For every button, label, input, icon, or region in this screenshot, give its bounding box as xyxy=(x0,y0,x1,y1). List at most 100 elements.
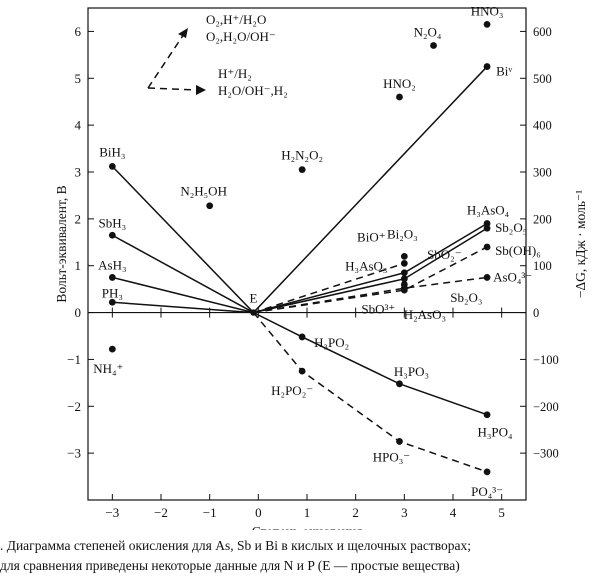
y-tick-label: 1 xyxy=(75,258,82,273)
right-tick-label: 100 xyxy=(533,259,552,273)
data-point xyxy=(108,274,116,281)
series-line-5 xyxy=(253,311,488,416)
x-tick-label: 0 xyxy=(255,505,262,520)
data-point xyxy=(430,42,437,49)
y-axis-label-right: −ΔG, кДж · моль⁻¹ xyxy=(573,190,588,298)
data-point xyxy=(108,231,116,239)
oxidation-state-diagram: −3 −2 −1 0 1 2 3 4 5 −3 −2 −1 0 1 2 3 4 5 6 −300 −200 −100 0 10… xyxy=(54,3,588,530)
point-label: H₃AsO₃ xyxy=(345,259,387,274)
origin-point xyxy=(250,309,257,316)
point-label: AsO₄³⁻ xyxy=(493,269,532,284)
legend-label: H⁺/H₂ xyxy=(218,66,252,81)
point-label: SbO₂⁻ xyxy=(427,247,462,262)
figure-caption: . Диаграмма степеней окисления для As, S… xyxy=(0,536,598,576)
data-point xyxy=(108,162,116,170)
data-point xyxy=(483,21,491,28)
x-tick-label: 4 xyxy=(450,505,457,520)
point-label: H₂N₂O₂ xyxy=(281,148,323,163)
point-label: SbH₃ xyxy=(99,215,127,230)
point-label: AsH₃ xyxy=(98,257,126,272)
point-label: Sb(OH)₆ xyxy=(495,243,541,258)
right-tick-label: 400 xyxy=(533,119,552,133)
data-point xyxy=(483,411,491,419)
x-tick-label: −1 xyxy=(203,505,217,520)
y-tick-label: 5 xyxy=(75,71,82,86)
data-point xyxy=(400,275,408,283)
data-point xyxy=(483,468,491,476)
data-point xyxy=(298,166,306,174)
series-line-3 xyxy=(112,222,488,314)
legend-label: O₂,H⁺/H₂O xyxy=(206,12,266,27)
y-tick-label: 2 xyxy=(75,211,82,226)
x-tick-label: 5 xyxy=(498,505,505,520)
series-line-9 xyxy=(252,312,488,473)
right-tick-label: −100 xyxy=(533,353,559,367)
data-point xyxy=(298,333,306,341)
y-tick-label: 6 xyxy=(75,24,82,39)
point-label: Sb₂O₅ xyxy=(495,220,527,235)
y-tick-label: 3 xyxy=(75,165,82,180)
legend-arrowhead-right xyxy=(196,85,206,95)
point-label: NH₄⁺ xyxy=(93,361,123,376)
x-tick-label: −2 xyxy=(154,505,168,520)
point-label: Biᵛ xyxy=(496,64,512,79)
data-point xyxy=(400,269,408,277)
legend-arrow-right xyxy=(147,87,199,91)
data-point xyxy=(396,93,403,101)
point-label: H₂AsO₃⁻ xyxy=(404,307,453,322)
y-tick-label: −1 xyxy=(67,352,81,367)
legend-label: O₂,H₂O/OH⁻ xyxy=(206,29,276,44)
right-tick-label: 200 xyxy=(533,212,552,226)
data-point xyxy=(396,438,403,445)
right-tick-label: 0 xyxy=(533,306,539,320)
legend-arrowhead-up xyxy=(178,28,188,38)
data-point xyxy=(483,243,491,251)
point-label: PO₄³⁻ xyxy=(471,484,503,499)
legend-label: H₂O/OH⁻,H₂ xyxy=(218,83,288,98)
data-point xyxy=(298,367,306,375)
x-tick-label: 2 xyxy=(352,505,359,520)
point-label: H₃PO₃ xyxy=(394,364,429,379)
point-label: PH₃ xyxy=(102,285,123,300)
data-point xyxy=(400,286,408,294)
data-point xyxy=(483,63,491,70)
y-tick-label: 4 xyxy=(75,118,82,133)
point-label: HNO₃ xyxy=(471,3,504,18)
y-axis-label-left: Вольт-эквивалент, В xyxy=(54,185,69,302)
data-point xyxy=(108,345,116,353)
data-point xyxy=(483,274,491,281)
point-label: Sb₂O₃ xyxy=(450,290,482,305)
point-label: BiH₃ xyxy=(99,144,125,159)
right-tick-label: 500 xyxy=(533,72,552,86)
legend-arrow-up xyxy=(147,33,185,89)
point-label: Bi₂O₃ xyxy=(387,226,418,241)
data-point xyxy=(108,298,116,306)
caption-line-1: . Диаграмма степеней окисления для As, S… xyxy=(0,538,472,553)
point-label: H₂PO₂⁻ xyxy=(271,383,313,398)
x-tick-label: 3 xyxy=(401,505,408,520)
series-line-8 xyxy=(253,262,405,314)
data-point xyxy=(396,380,403,388)
right-tick-label: −300 xyxy=(533,447,559,461)
point-label: H₃AsO₄ xyxy=(467,203,510,218)
data-point xyxy=(400,259,408,267)
right-tick-label: 300 xyxy=(533,166,552,180)
series-line-2 xyxy=(111,227,488,314)
x-tick-label: 1 xyxy=(304,505,311,520)
point-label: H₃PO₄ xyxy=(478,425,514,440)
y-tick-label: −2 xyxy=(67,399,81,414)
origin-label: E xyxy=(249,291,257,306)
right-tick-label: 600 xyxy=(533,25,552,39)
point-label: N₂H₅OH xyxy=(180,184,227,199)
series-line-4 xyxy=(112,301,254,314)
point-label: H₃PO₂ xyxy=(314,335,349,350)
x-axis-label: Степень окисления xyxy=(252,524,363,530)
x-tick-label: −3 xyxy=(105,505,119,520)
point-label: BiO⁺ xyxy=(357,229,386,244)
data-point xyxy=(483,220,491,227)
data-point xyxy=(400,252,408,260)
point-label: N₂O₄ xyxy=(414,24,442,39)
right-tick-label: −200 xyxy=(533,400,559,414)
series-line-7 xyxy=(253,276,488,314)
y-tick-label: 0 xyxy=(75,305,82,320)
